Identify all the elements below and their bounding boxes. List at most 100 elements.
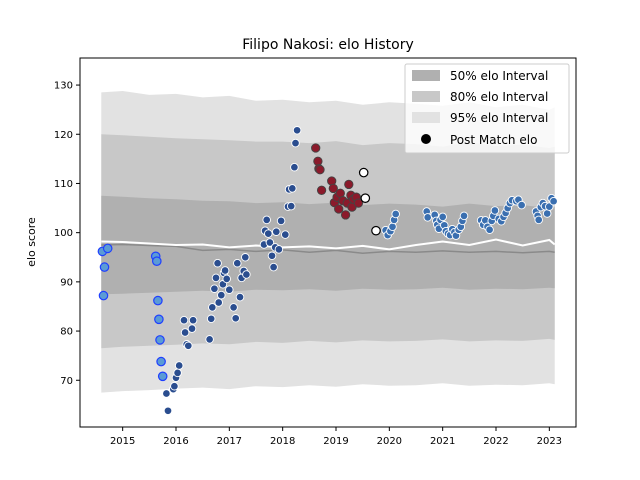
data-point xyxy=(316,185,327,195)
data-point xyxy=(360,193,371,203)
data-point xyxy=(222,274,231,284)
data-point xyxy=(291,138,300,148)
data-point xyxy=(334,204,344,214)
x-tick-label: 2015 xyxy=(110,436,135,447)
data-point xyxy=(262,215,271,225)
data-point xyxy=(340,210,351,220)
y-tick-label: 100 xyxy=(54,228,73,239)
mean-line xyxy=(101,238,556,251)
data-point xyxy=(179,315,189,325)
x-tick-label: 2023 xyxy=(537,436,562,447)
legend: 50% elo Interval 80% elo Interval 95% el… xyxy=(404,63,570,154)
data-point xyxy=(438,212,447,222)
data-point xyxy=(208,303,217,312)
data-point xyxy=(265,238,275,247)
data-point xyxy=(242,270,251,279)
data-point xyxy=(485,225,494,234)
data-point xyxy=(184,341,193,351)
data-point xyxy=(152,256,162,266)
y-axis-label: elo score xyxy=(25,217,38,267)
data-point xyxy=(371,225,381,236)
data-point xyxy=(288,184,297,193)
data-point xyxy=(358,167,369,178)
data-point xyxy=(274,245,284,254)
data-point xyxy=(276,216,286,226)
x-tick-label: 2018 xyxy=(270,436,295,447)
data-point xyxy=(157,371,168,382)
data-point xyxy=(315,165,325,175)
data-point xyxy=(155,335,165,345)
data-point xyxy=(213,258,222,268)
data-point xyxy=(292,126,302,135)
legend-marker-post-match xyxy=(421,134,431,144)
summary-lines xyxy=(101,238,556,255)
median-line xyxy=(101,243,555,255)
data-point xyxy=(391,209,400,219)
data-point xyxy=(534,215,543,225)
data-point xyxy=(217,290,226,300)
data-point xyxy=(267,251,277,261)
data-point xyxy=(229,303,238,312)
chart-title: Filipo Nakosi: elo History xyxy=(242,37,414,53)
data-point xyxy=(211,273,221,283)
data-point xyxy=(98,290,109,301)
y-tick-label: 80 xyxy=(60,327,73,338)
data-point xyxy=(241,253,250,262)
data-point xyxy=(233,258,242,268)
data-point xyxy=(231,314,240,323)
x-tick-label: 2016 xyxy=(163,436,188,447)
x-tick-label: 2020 xyxy=(377,436,402,447)
legend-swatch-50 xyxy=(412,70,440,81)
data-point xyxy=(225,285,234,294)
data-point xyxy=(220,266,230,275)
y-tick-label: 120 xyxy=(54,130,73,141)
legend-box xyxy=(404,63,570,154)
data-point xyxy=(170,381,179,391)
x-tick-label: 2019 xyxy=(323,436,348,447)
data-point xyxy=(327,176,337,186)
data-point xyxy=(162,389,171,398)
data-point xyxy=(517,200,526,210)
data-point xyxy=(235,292,245,302)
data-point xyxy=(99,262,110,272)
data-point xyxy=(542,209,552,218)
data-point xyxy=(269,262,278,272)
data-point xyxy=(153,295,163,306)
data-point xyxy=(163,406,173,416)
y-tick-label: 130 xyxy=(54,81,73,92)
legend-swatch-80 xyxy=(412,91,440,102)
legend-label-post-match: Post Match elo xyxy=(450,133,537,147)
data-point xyxy=(388,222,397,232)
data-point xyxy=(156,356,166,367)
x-axis: 2015 2016 2017 2018 2019 2020 2021 2022 2023 xyxy=(110,427,562,447)
data-point xyxy=(264,229,273,238)
data-point xyxy=(353,198,364,208)
data-point xyxy=(214,298,223,307)
data-point xyxy=(344,179,354,190)
data-point xyxy=(328,183,338,194)
y-axis: 70 80 90 100 110 120 130 xyxy=(54,81,80,387)
x-tick-label: 2022 xyxy=(483,436,508,447)
data-point xyxy=(180,328,190,337)
data-point xyxy=(206,314,216,324)
data-point xyxy=(154,314,164,325)
data-point xyxy=(174,361,184,370)
data-point xyxy=(187,324,197,333)
post-match-points xyxy=(97,126,558,416)
data-point xyxy=(188,315,198,325)
data-point xyxy=(311,143,321,153)
data-point xyxy=(102,243,113,254)
data-point xyxy=(272,227,281,236)
data-point xyxy=(549,196,558,206)
data-point xyxy=(281,230,290,239)
data-point xyxy=(490,206,500,215)
x-tick-label: 2017 xyxy=(217,436,242,447)
legend-swatch-95 xyxy=(412,112,440,123)
y-tick-label: 70 xyxy=(60,376,73,387)
plot-frame xyxy=(79,57,577,428)
data-point xyxy=(205,335,214,344)
legend-label-50: 50% elo Interval xyxy=(450,69,548,83)
legend-label-95: 95% elo Interval xyxy=(450,111,548,125)
data-point xyxy=(290,162,299,172)
